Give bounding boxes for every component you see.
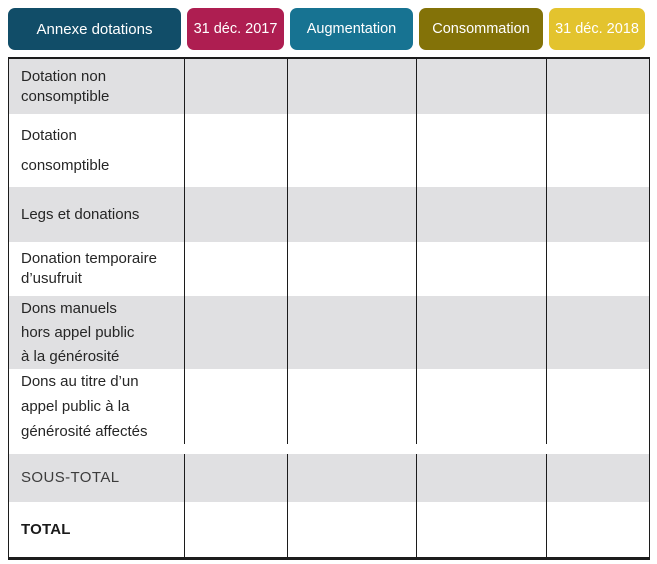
row-label: Dons manuels hors appel public à la géné…	[21, 299, 135, 365]
column-header-tabs: Annexe dotations 31 déc. 2017 Augmentati…	[8, 8, 650, 50]
row-label: Donation temporaire d’usufruit	[21, 250, 157, 287]
row-label-cell: Dons manuels hors appel public à la géné…	[9, 296, 185, 369]
table-cell	[185, 242, 288, 296]
tab-31-dec-2017[interactable]: 31 déc. 2017	[187, 8, 284, 50]
table-cell	[417, 59, 547, 114]
table-row-dotation-consomptible: Dotation consomptible	[9, 114, 649, 187]
table-cell	[288, 114, 417, 187]
table-cell	[417, 369, 547, 444]
table-cell	[417, 187, 547, 242]
row-label: TOTAL	[21, 520, 71, 538]
tab-consommation[interactable]: Consommation	[419, 8, 543, 50]
table-cell	[185, 114, 288, 187]
row-label-cell: TOTAL	[9, 502, 185, 557]
table-row-legs-et-donations: Legs et donations	[9, 187, 649, 242]
row-label-cell: Legs et donations	[9, 187, 185, 242]
table-cell	[547, 114, 649, 187]
tab-label: 31 déc. 2017	[193, 21, 278, 37]
table-cell	[547, 296, 649, 369]
tab-annexe-dotations[interactable]: Annexe dotations	[8, 8, 181, 50]
table-cell	[185, 454, 288, 502]
table-cell	[547, 242, 649, 296]
row-label-cell: Dotation consomptible	[9, 114, 185, 187]
tab-label: 31 déc. 2018	[555, 21, 639, 37]
tab-label: Consommation	[432, 21, 530, 37]
annexe-dotations-page: Annexe dotations 31 déc. 2017 Augmentati…	[8, 8, 650, 560]
table-cell	[185, 296, 288, 369]
table-row-sous-total: SOUS-TOTAL	[9, 454, 649, 502]
table-cell	[417, 454, 547, 502]
table-row-dons-manuels: Dons manuels hors appel public à la géné…	[9, 296, 649, 369]
table-row-donation-temporaire-usufruit: Donation temporaire d’usufruit	[9, 242, 649, 296]
table-cell	[288, 454, 417, 502]
table-cell	[547, 369, 649, 444]
table-cell	[185, 502, 288, 557]
table-cell	[417, 502, 547, 557]
table-row-dons-appel-public: Dons au titre d’un appel public à la gén…	[9, 369, 649, 444]
row-label: SOUS-TOTAL	[21, 469, 120, 486]
table-cell	[288, 59, 417, 114]
table-cell	[185, 59, 288, 114]
table-cell	[288, 242, 417, 296]
table-section-gap	[9, 444, 649, 454]
table-cell	[547, 454, 649, 502]
table-cell	[185, 187, 288, 242]
tab-label: Annexe dotations	[36, 20, 153, 38]
table-cell	[288, 296, 417, 369]
table-cell	[417, 296, 547, 369]
table-cell	[185, 369, 288, 444]
row-label: Legs et donations	[21, 205, 140, 223]
row-label-cell: Dotation non consomptible	[9, 59, 185, 114]
dotations-table: Dotation non consomptible Dotation conso…	[8, 57, 650, 560]
row-label: Dotation non consomptible	[21, 67, 110, 105]
tab-augmentation[interactable]: Augmentation	[290, 8, 413, 50]
table-cell	[417, 242, 547, 296]
tab-label: Augmentation	[306, 21, 397, 37]
row-label: Dons au titre d’un appel public à la gén…	[21, 373, 148, 440]
row-label: Dotation consomptible	[21, 126, 110, 174]
table-cell	[417, 114, 547, 187]
table-cell	[547, 187, 649, 242]
table-cell	[288, 502, 417, 557]
table-cell	[547, 59, 649, 114]
tab-31-dec-2018[interactable]: 31 déc. 2018	[549, 8, 645, 50]
table-cell	[288, 369, 417, 444]
row-label-cell: SOUS-TOTAL	[9, 454, 185, 502]
table-row-total: TOTAL	[9, 502, 649, 557]
row-label-cell: Donation temporaire d’usufruit	[9, 242, 185, 296]
table-cell	[547, 502, 649, 557]
row-label-cell: Dons au titre d’un appel public à la gén…	[9, 369, 185, 444]
table-cell	[288, 187, 417, 242]
table-row-dotation-non-consomptible: Dotation non consomptible	[9, 59, 649, 114]
